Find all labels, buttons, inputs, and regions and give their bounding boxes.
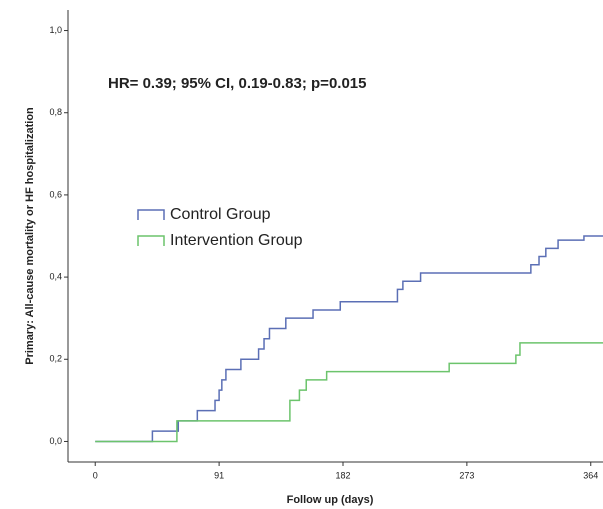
- annotation: HR= 0.39; 95% CI, 0.19-0.83; p=0.015: [108, 75, 366, 92]
- x-tick-label: 273: [459, 470, 474, 480]
- x-tick-label: 364: [583, 470, 598, 480]
- y-tick-label: 0,4: [49, 271, 62, 281]
- x-tick-label: 182: [335, 470, 350, 480]
- x-axis-label: Follow up (days): [287, 494, 374, 506]
- legend-swatch: [137, 209, 165, 220]
- survival-line: [95, 342, 603, 443]
- y-tick-label: 0,2: [49, 354, 62, 364]
- legend-label: Control Group: [170, 206, 271, 223]
- legend-swatch: [137, 235, 165, 246]
- legend-label: Intervention Group: [170, 232, 303, 249]
- y-tick-label: 0,0: [49, 436, 62, 446]
- y-axis-label: Primary: All-cause mortality or HF hospi…: [24, 107, 36, 365]
- y-tick-label: 0,6: [49, 189, 62, 199]
- x-tick-label: 0: [93, 470, 98, 480]
- survival-line: [95, 235, 603, 443]
- y-tick-label: 1,0: [49, 25, 62, 35]
- x-tick-label: 91: [214, 470, 224, 480]
- y-tick-label: 0,8: [49, 107, 62, 117]
